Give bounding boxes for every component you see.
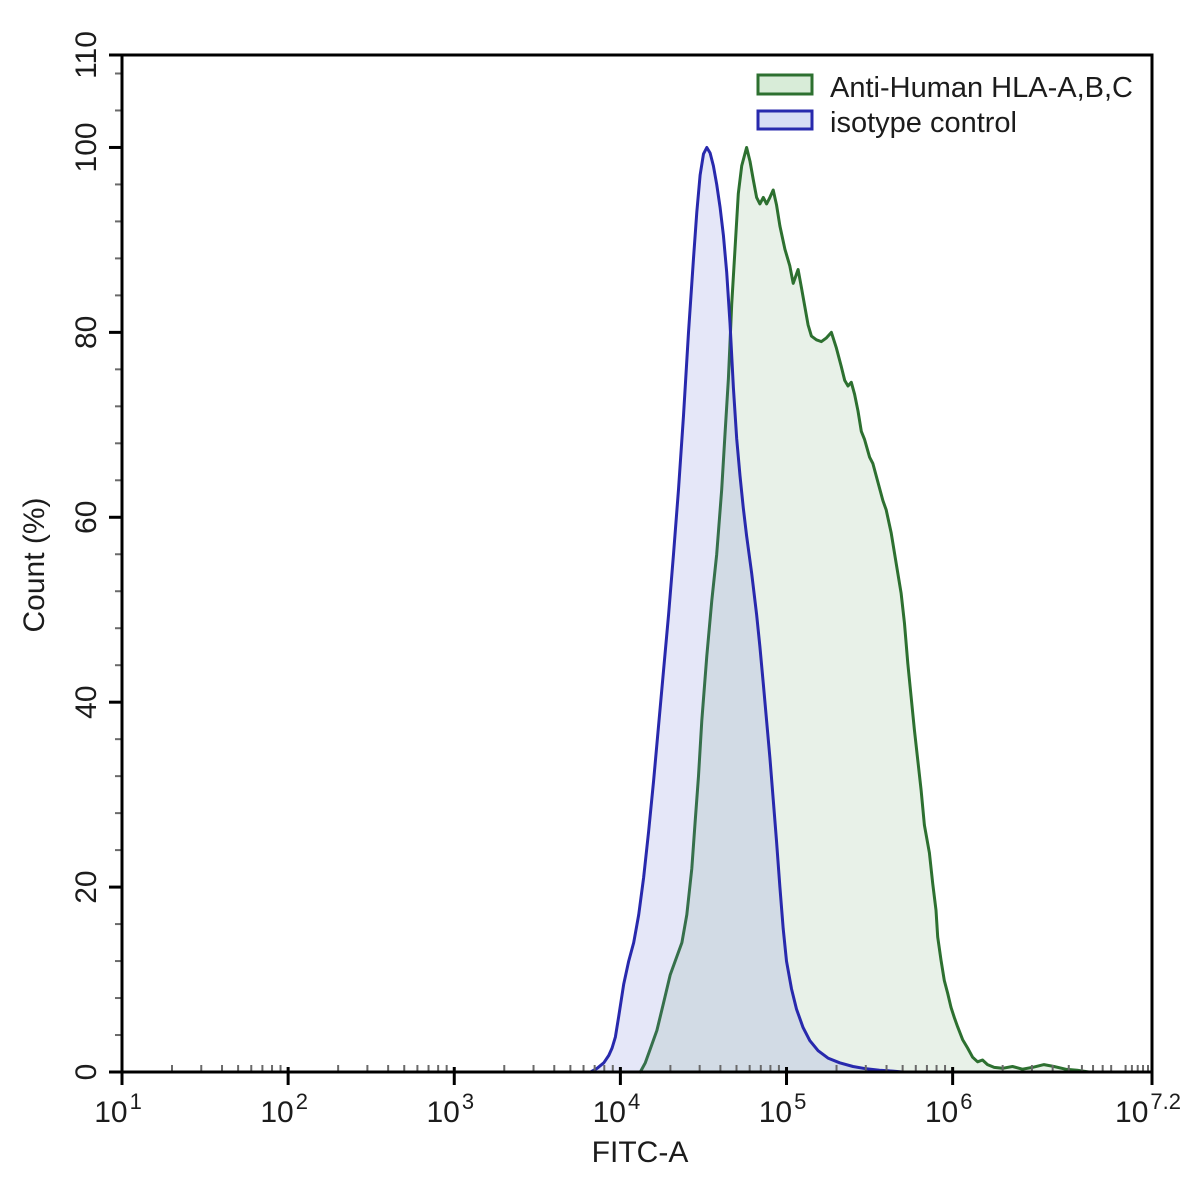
y-tick-label: 0: [70, 1064, 103, 1081]
series-area: [590, 147, 903, 1072]
x-axis-title: FITC-A: [592, 1136, 689, 1169]
curves-layer: [589, 146, 1091, 1074]
y-tick-label: 40: [70, 685, 103, 718]
y-tick-label: 100: [70, 122, 103, 172]
y-tick-label: 20: [70, 870, 103, 903]
x-tick-label: 106: [925, 1089, 973, 1129]
y-tick-label: 60: [70, 501, 103, 534]
legend-swatch-anti-human-hla: [756, 73, 814, 96]
legend-label-anti-human-hla: Anti-Human HLA-A,B,C: [830, 72, 1133, 104]
ticks-layer: 101 102 103 104 105 106 107.2 0 20 40 60 80 100 110: [70, 31, 1181, 1129]
legend-label-isotype-control: isotype control: [830, 107, 1017, 139]
series-outline: [638, 146, 1091, 1074]
y-tick-label: 80: [70, 316, 103, 349]
series-outline: [589, 146, 905, 1074]
series-area: [640, 147, 1089, 1072]
series-isotype-control: [589, 146, 905, 1074]
x-tick-label: 101: [94, 1089, 142, 1129]
legend-swatch-isotype-control: [756, 109, 814, 131]
y-tick-label: 110: [70, 31, 103, 79]
x-tick-label: 102: [260, 1089, 308, 1129]
x-tick-label: 103: [426, 1089, 474, 1129]
plot-frame: [120, 53, 1154, 1074]
x-tick-label: 105: [759, 1089, 807, 1129]
series-anti-human-hla: [638, 146, 1091, 1074]
x-tick-label: 104: [593, 1089, 641, 1129]
x-tick-label: 107.2: [1115, 1089, 1181, 1129]
y-axis-title: Count (%): [18, 497, 51, 632]
legend: Anti-Human HLA-A,B,C isotype control: [756, 72, 1133, 139]
